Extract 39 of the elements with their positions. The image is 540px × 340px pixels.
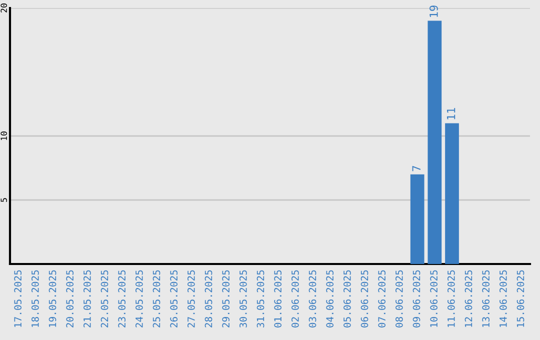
bar xyxy=(410,174,424,264)
x-tick-label: 17.05.2025 xyxy=(14,270,22,327)
x-tick-label: 30.05.2025 xyxy=(239,270,247,328)
x-tick-label: 15.06.2025 xyxy=(516,270,524,327)
bar xyxy=(445,123,459,264)
x-tick-label: 31.05.2025 xyxy=(256,270,264,328)
x-tick-label: 25.05.2025 xyxy=(152,270,160,328)
x-tick-label: 04.06.2025 xyxy=(326,270,334,328)
x-tick-label: 02.06.2025 xyxy=(291,270,299,328)
x-tick-label: 14.06.2025 xyxy=(499,270,507,327)
y-tick-label: 5 xyxy=(0,198,7,202)
x-tick-label: 07.06.2025 xyxy=(378,270,386,328)
y-tick-label: 20 xyxy=(0,4,7,12)
x-tick-label: 09.06.2025 xyxy=(412,270,420,328)
x-tick-label: 23.05.2025 xyxy=(118,270,126,328)
x-tick-label: 01.06.2025 xyxy=(274,270,282,328)
x-tick-label: 03.06.2025 xyxy=(308,270,316,328)
data-label: 7 xyxy=(412,166,420,172)
x-tick-label: 13.06.2025 xyxy=(482,270,490,327)
data-label: 19 xyxy=(430,6,438,17)
x-tick-label: 28.05.2025 xyxy=(204,270,212,328)
x-tick-label: 24.05.2025 xyxy=(135,270,143,328)
x-tick-label: 12.06.2025 xyxy=(464,270,472,327)
y-tick-label: 10 xyxy=(0,132,7,140)
x-tick-label: 08.06.2025 xyxy=(395,270,403,328)
bar xyxy=(428,20,442,264)
x-tick-label: 21.05.2025 xyxy=(83,270,91,328)
x-tick-label: 26.05.2025 xyxy=(170,270,178,328)
x-tick-label: 05.06.2025 xyxy=(343,270,351,328)
x-tick-label: 19.05.2025 xyxy=(48,270,56,327)
x-tick-label: 06.06.2025 xyxy=(360,270,368,328)
x-tick-label: 20.05.2025 xyxy=(66,270,74,328)
x-tick-label: 10.06.2025 xyxy=(430,270,438,327)
x-tick-label: 29.05.2025 xyxy=(222,270,230,328)
x-tick-label: 27.05.2025 xyxy=(187,270,195,328)
x-tick-label: 22.05.2025 xyxy=(100,270,108,328)
x-tick-label: 11.06.2025 xyxy=(447,270,455,327)
x-tick-label: 18.05.2025 xyxy=(31,270,39,327)
data-label: 11 xyxy=(446,108,456,120)
